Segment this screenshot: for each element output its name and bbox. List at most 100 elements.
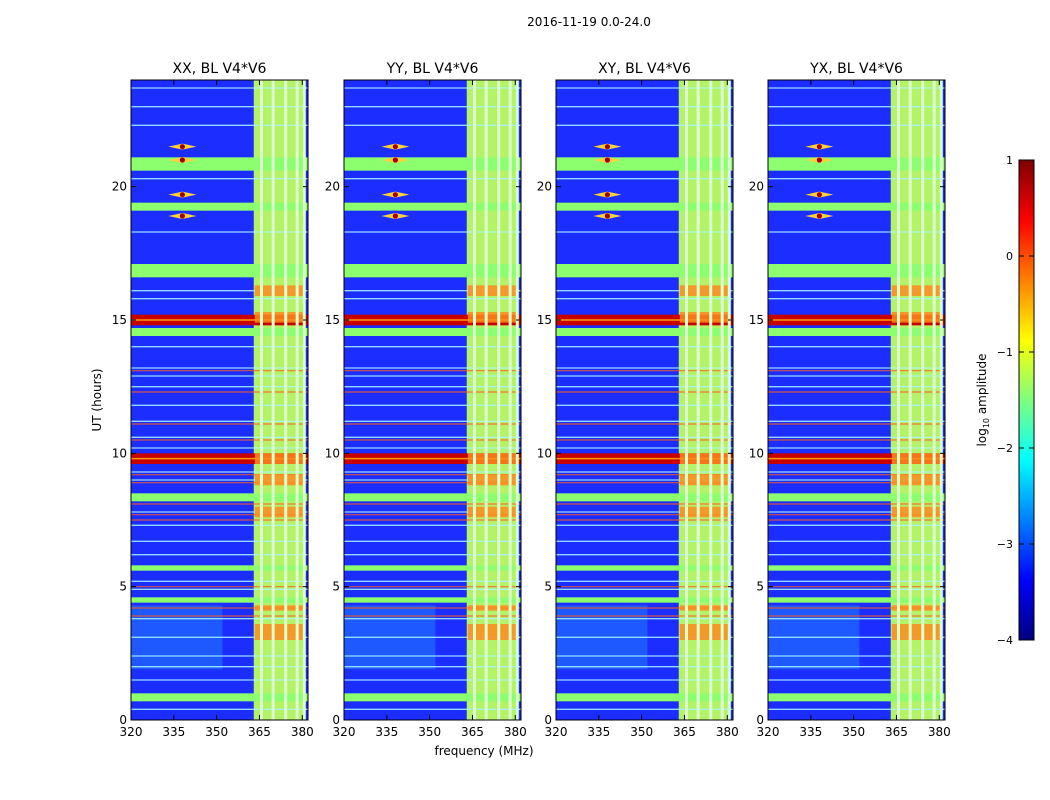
hot-cell [511, 453, 518, 464]
hot-cell [499, 506, 510, 518]
channel-divider [515, 80, 519, 720]
x-tick-label: 335 [375, 725, 398, 739]
channel-divider [921, 80, 925, 720]
rfi-band [131, 264, 308, 278]
x-tick-label: 350 [842, 725, 865, 739]
rfi-spot-core [604, 144, 610, 150]
rfi-band [556, 264, 733, 278]
hot-cell [935, 624, 942, 640]
channel-divider [472, 80, 476, 720]
hot-cell [511, 605, 518, 611]
rfi-spot-core [179, 213, 185, 219]
hot-cell [511, 474, 518, 486]
hot-cell [487, 285, 498, 296]
y-tick-label: 20 [749, 180, 764, 194]
hot-cell [262, 312, 273, 323]
hot-cell [911, 312, 922, 323]
hot-cell [911, 605, 922, 611]
colorbar-tick-label: −2 [997, 442, 1013, 455]
hot-cell [911, 285, 922, 296]
y-tick-label: 10 [112, 446, 127, 460]
hot-cell [254, 605, 261, 611]
hot-cell [891, 312, 898, 323]
hot-cell [467, 285, 474, 296]
channel-divider [497, 80, 501, 720]
rfi-band [344, 565, 521, 571]
panel-0: XX, BL V4*V6 320 335 350 365 380 0 5 10 15 20 [112, 61, 314, 739]
hot-cell [298, 453, 305, 464]
channel-divider [508, 80, 512, 720]
channel-divider [295, 80, 299, 720]
rfi-spot-core [179, 192, 185, 198]
hot-cell [711, 474, 722, 486]
rfi-spot-core [604, 192, 610, 198]
channel-divider [932, 80, 936, 720]
hot-cell [487, 506, 498, 518]
hot-cell [286, 506, 297, 518]
channel-divider [259, 80, 263, 720]
hot-cell [487, 453, 498, 464]
rfi-spot-core [392, 144, 398, 150]
y-tick-label: 5 [756, 580, 764, 594]
rfi-band [131, 597, 308, 603]
hot-cell [298, 605, 305, 611]
rfi-spot-core [816, 157, 822, 163]
rfi-band [556, 597, 733, 603]
y-tick-label: 20 [325, 180, 340, 194]
hot-cell [487, 474, 498, 486]
hot-cell [911, 506, 922, 518]
rfi-band [768, 202, 945, 211]
rfi-spot-core [392, 157, 398, 163]
hot-cell [467, 605, 474, 611]
hot-cell [935, 506, 942, 518]
hot-cell [711, 506, 722, 518]
hot-cell [467, 506, 474, 518]
x-tick-label: 335 [162, 725, 185, 739]
channel-divider [939, 80, 943, 720]
y-tick-label: 10 [325, 446, 340, 460]
channel-divider [484, 80, 488, 720]
panel-title: XX, BL V4*V6 [173, 61, 267, 77]
y-tick-label: 10 [749, 446, 764, 460]
heatmap-image [131, 80, 308, 720]
hot-cell [923, 312, 934, 323]
hot-cell [254, 474, 261, 486]
hot-cell [687, 506, 698, 518]
suptitle: 2016-11-19 0.0-24.0 [527, 15, 651, 29]
hot-cell [679, 474, 686, 486]
colorbar-tick-label: 0 [1006, 250, 1013, 263]
y-tick-label: 15 [325, 313, 340, 327]
y-tick-label: 10 [537, 446, 552, 460]
y-tick-label: 20 [537, 180, 552, 194]
hot-cell [286, 312, 297, 323]
rfi-band [768, 565, 945, 571]
hot-cell [899, 605, 910, 611]
x-tick-label: 380 [291, 725, 314, 739]
panel-title: YX, BL V4*V6 [809, 61, 903, 77]
hot-cell [935, 312, 942, 323]
rfi-spot-core [179, 144, 185, 150]
hot-cell [723, 285, 730, 296]
x-tick-label: 320 [545, 725, 568, 739]
hot-cell [467, 624, 474, 640]
hot-cell [475, 285, 486, 296]
hot-cell [499, 285, 510, 296]
y-tick-label: 15 [112, 313, 127, 327]
colorbar-ticks: 1 0 −1 −2 −3 −4 [997, 154, 1034, 647]
hot-cell [923, 453, 934, 464]
hot-cell [254, 506, 261, 518]
x-tick-label: 320 [757, 725, 780, 739]
hot-cell [467, 474, 474, 486]
hot-cell [679, 453, 686, 464]
y-tick-label: 0 [332, 713, 340, 727]
hot-cell [511, 312, 518, 323]
hot-cell [499, 605, 510, 611]
hot-cell [254, 624, 261, 640]
rfi-band [556, 157, 733, 171]
x-tick-label: 380 [928, 725, 951, 739]
y-tick-label: 5 [332, 580, 340, 594]
hot-cell [723, 312, 730, 323]
hot-cell [699, 506, 710, 518]
rfi-spot-core [392, 192, 398, 198]
